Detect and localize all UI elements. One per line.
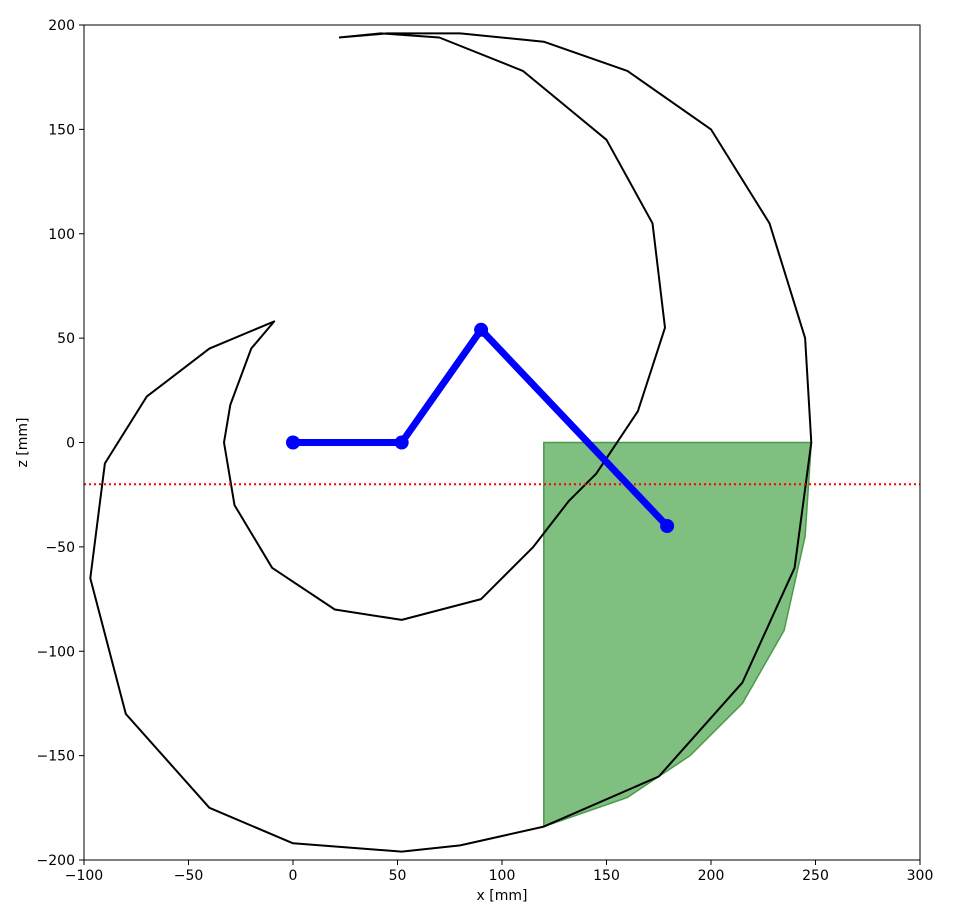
arm-joint-0 (286, 435, 300, 450)
y-tick-label: 100 (48, 227, 75, 243)
arm-joint-2 (474, 322, 489, 337)
x-tick-label: 200 (698, 868, 725, 884)
y-tick-label: −150 (37, 749, 75, 765)
x-tick-label: 0 (289, 868, 298, 884)
arm-link-3 (477, 326, 671, 530)
arm-joint-1 (394, 435, 409, 450)
x-axis-label: x [mm] (477, 888, 528, 904)
x-tick-label: 100 (489, 868, 516, 884)
y-tick-label: −50 (45, 540, 75, 556)
reachable-region (543, 441, 813, 828)
x-tick-label: 250 (802, 868, 829, 884)
x-tick-label: 300 (907, 868, 934, 884)
arm-joint-3 (660, 519, 675, 533)
y-axis-label: z [mm] (15, 418, 31, 468)
x-tick-label: 50 (389, 868, 407, 884)
y-tick-label: 200 (48, 18, 75, 34)
tick-layer: −100 −50 0 50 100 150 200 250 300 −200 −150 −100 −50… (37, 18, 934, 884)
x-tick-label: −100 (65, 868, 103, 884)
arm-link-2 (398, 326, 485, 446)
x-tick-label: −50 (174, 868, 204, 884)
y-tick-label: 50 (57, 331, 75, 347)
y-tick-label: −100 (37, 644, 75, 660)
y-tick-label: 0 (66, 436, 75, 452)
data-layer (84, 32, 920, 853)
x-tick-label: 150 (593, 868, 620, 884)
workspace-boundary (89, 32, 813, 853)
y-tick-label: −200 (37, 853, 75, 869)
y-tick-label: 150 (48, 122, 75, 138)
